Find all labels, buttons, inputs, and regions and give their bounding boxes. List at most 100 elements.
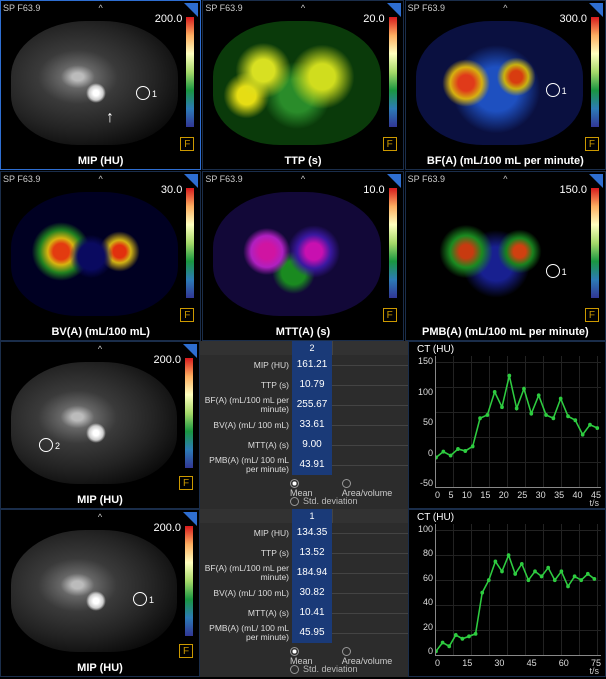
metric-value: 45.95 <box>292 623 332 643</box>
roi-circle[interactable] <box>546 83 560 97</box>
x-axis-label: t/s <box>589 498 599 508</box>
slice-label: SP F63.9 <box>3 174 40 184</box>
plot-area <box>435 356 601 488</box>
slice-label: SP F63.9 <box>205 3 242 13</box>
metric-value: 10.41 <box>292 603 332 623</box>
colorbar <box>591 17 599 127</box>
slice-label: SP F63.9 <box>205 174 242 184</box>
panel-mtt[interactable]: SP F63.9 ^ 10.0 F MTT(A) (s) <box>202 171 403 341</box>
vertebra <box>86 83 106 103</box>
caret-up-icon: ^ <box>99 3 103 13</box>
corner-handle-icon[interactable] <box>589 174 603 188</box>
colorbar <box>389 188 397 298</box>
detail-ct-render <box>11 362 177 484</box>
plot-area <box>435 524 601 656</box>
table-row: PMB(A) (mL/ 100 mL per minute)43.91 <box>200 455 408 475</box>
orientation-marker: F <box>383 308 397 322</box>
metrics-table: 2MIP (HU)161.21TTP (s)10.79BF(A) (mL/100… <box>200 341 408 509</box>
roi-circle[interactable] <box>546 264 560 278</box>
render-bv <box>11 192 178 316</box>
orientation-marker: F <box>585 137 599 151</box>
vertebra <box>86 591 106 611</box>
orientation-marker: F <box>383 137 397 151</box>
table-row: MIP (HU)134.35 <box>200 523 408 543</box>
y-axis: 150100500-50 <box>411 356 433 488</box>
orientation-marker: F <box>180 137 194 151</box>
slice-label: SP F63.9 <box>408 174 445 184</box>
panel-caption: BV(A) (mL/100 mL) <box>1 326 200 338</box>
panel-ttp[interactable]: SP F63.9^20.0FTTP (s) <box>202 0 403 170</box>
colorbar-max: 10.0 <box>363 184 384 196</box>
roi-circle[interactable] <box>136 86 150 100</box>
radio-std[interactable]: Std. deviation <box>290 664 358 674</box>
corner-handle-icon[interactable] <box>387 174 401 188</box>
x-axis-label: t/s <box>589 666 599 676</box>
panel-caption: MTT(A) (s) <box>203 326 402 338</box>
roi-circle[interactable] <box>39 438 53 452</box>
colorbar-max: 200.0 <box>153 522 181 534</box>
table-row: PMB(A) (mL/ 100 mL per minute)45.95 <box>200 623 408 643</box>
roi-label: 2 <box>55 441 60 451</box>
roi-circle[interactable] <box>133 592 147 606</box>
metrics-table: 1MIP (HU)134.35 TTP (s)13.52BF(A) (mL/100… <box>200 509 408 677</box>
metric-label: BF(A) (mL/100 mL per minute) <box>200 564 292 582</box>
metric-label: PMB(A) (mL/ 100 mL per minute) <box>200 624 292 642</box>
colorbar-max: 200.0 <box>155 13 183 25</box>
caret-up-icon: ^ <box>99 174 103 184</box>
render-bf <box>416 21 583 145</box>
corner-handle-icon[interactable] <box>387 3 401 17</box>
corner-handle-icon[interactable] <box>183 344 197 358</box>
metric-label: MTT(A) (s) <box>200 441 292 450</box>
table-row: BV(A) (mL/ 100 mL)30.82 <box>200 583 408 603</box>
slice-label: SP F63.9 <box>3 3 40 13</box>
roi-label: 1 <box>562 86 567 96</box>
metric-label: TTP (s) <box>200 549 292 558</box>
time-curve-chart[interactable]: CT (HU)150100500-50051015202530354045t/s <box>408 341 606 509</box>
radio-std[interactable]: Std. deviation <box>290 496 358 506</box>
caret-up-icon: ^ <box>98 344 102 354</box>
y-axis: 100806040200 <box>411 524 433 656</box>
detail-mip-panel[interactable]: ^200.01FMIP (HU) <box>0 509 200 677</box>
panel-pmb[interactable]: SP F63.9^150.01FPMB(A) (mL/100 mL per mi… <box>405 171 606 341</box>
panel-caption: TTP (s) <box>203 155 402 167</box>
colorbar <box>186 17 194 127</box>
corner-handle-icon[interactable] <box>184 174 198 188</box>
table-col-roi: 2 <box>292 341 332 355</box>
roi-label: 1 <box>149 595 154 605</box>
table-row: BV(A) (mL/ 100 mL)33.61 <box>200 415 408 435</box>
metric-value: 33.61 <box>292 415 332 435</box>
table-col-roi: 1 <box>292 509 332 523</box>
slice-label: SP F63.9 <box>408 3 445 13</box>
chart-title: CT (HU) <box>417 512 454 523</box>
annotation-arrow: ↑ <box>106 109 114 127</box>
time-curve-chart[interactable]: CT (HU)10080604020001530456075t/s <box>408 509 606 677</box>
metric-value: 9.00 <box>292 435 332 455</box>
colorbar-max: 300.0 <box>559 13 587 25</box>
metric-value: 134.35 <box>292 523 332 543</box>
roi-label: 1 <box>562 267 567 277</box>
metric-label: BV(A) (mL/ 100 mL) <box>200 589 292 598</box>
corner-handle-icon[interactable] <box>589 3 603 17</box>
detail-row-0: ^200.02FMIP (HU)2MIP (HU)161.21TTP (s)10… <box>0 341 606 509</box>
panel-mip[interactable]: SP F63.9^200.01↑FMIP (HU) <box>0 0 201 170</box>
orientation-marker: F <box>180 308 194 322</box>
colorbar <box>591 188 599 298</box>
metric-label: PMB(A) (mL/ 100 mL per minute) <box>200 456 292 474</box>
orientation-marker: F <box>179 476 193 490</box>
render-ttp <box>213 21 380 145</box>
chart-title: CT (HU) <box>417 344 454 355</box>
corner-handle-icon[interactable] <box>183 512 197 526</box>
metric-value: 13.52 <box>292 543 332 563</box>
caret-up-icon: ^ <box>503 3 507 13</box>
x-axis: 051015202530354045 <box>435 490 601 500</box>
detail-mip-panel[interactable]: ^200.02FMIP (HU) <box>0 341 200 509</box>
panel-bf[interactable]: SP F63.9^300.01FBF(A) (mL/100 mL per min… <box>405 0 606 170</box>
caret-up-icon: ^ <box>301 174 305 184</box>
render-mip <box>11 21 178 145</box>
panel-bv[interactable]: SP F63.9^30.0FBV(A) (mL/100 mL) <box>0 171 201 341</box>
metric-value: 255.67 <box>292 395 332 415</box>
panel-caption: MIP (HU) <box>1 494 199 506</box>
orientation-marker: F <box>179 644 193 658</box>
corner-handle-icon[interactable] <box>184 3 198 17</box>
metric-label: MTT(A) (s) <box>200 609 292 618</box>
